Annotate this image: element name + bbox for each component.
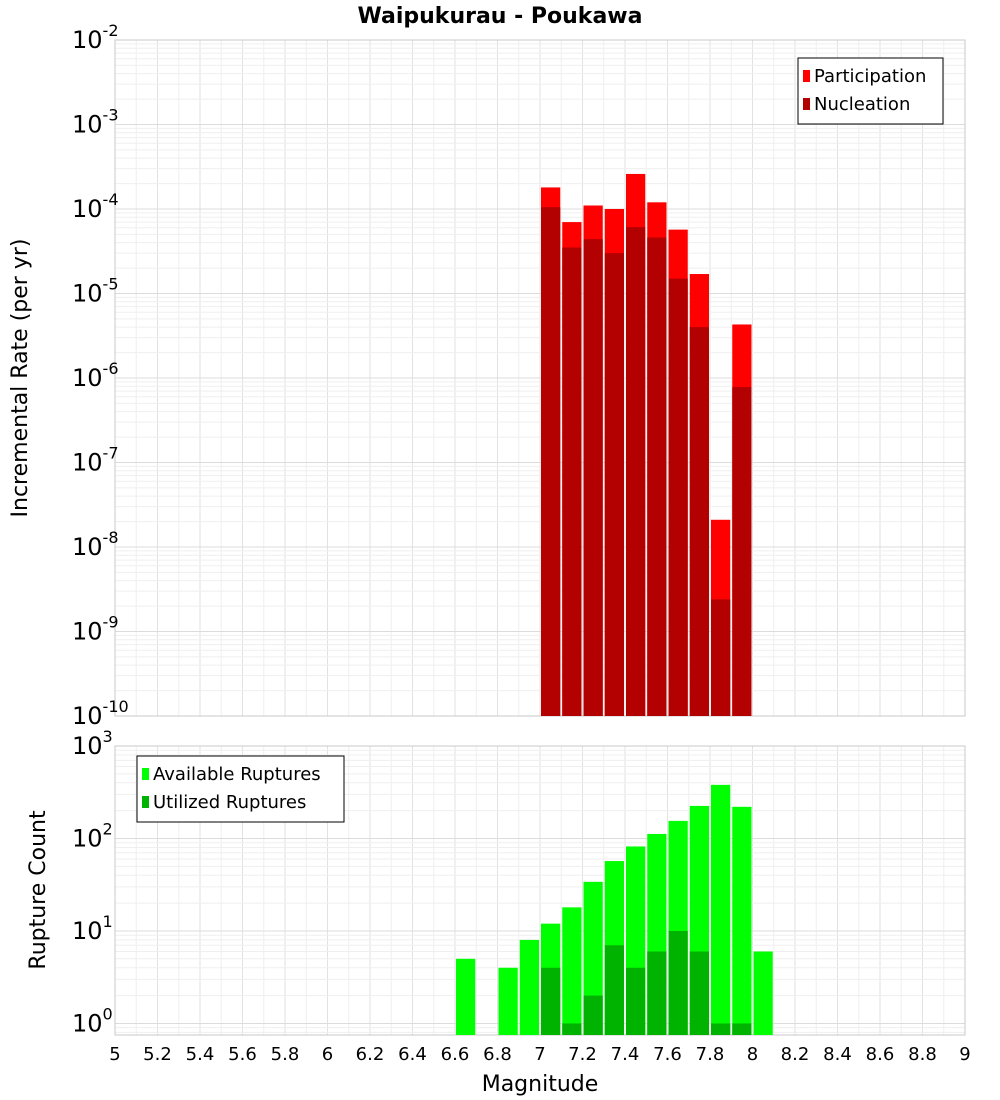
count-y-axis-label: Rupture Count — [26, 810, 51, 970]
x-tick-label: 9 — [959, 1044, 970, 1065]
legend-swatch — [803, 70, 810, 82]
x-tick-label: 5.8 — [271, 1044, 300, 1065]
legend-swatch — [803, 98, 810, 110]
undefined-bar-nucleation — [647, 237, 667, 717]
chart-title: Waipukurau - Poukawa — [358, 4, 643, 29]
legend-label: Nucleation — [814, 94, 910, 115]
y-tick-label: 10-4 — [72, 190, 119, 223]
x-tick-label: 5.6 — [228, 1044, 257, 1065]
y-tick-label: 10-8 — [72, 528, 119, 561]
count-bars — [456, 784, 773, 1035]
x-tick-label: 8.8 — [908, 1044, 937, 1065]
y-tick-label: 10-7 — [72, 444, 119, 477]
count-y-ticks: 100 101 102 103 — [72, 727, 113, 1037]
y-tick-label: 102 — [72, 819, 113, 852]
x-tick-label: 8.2 — [781, 1044, 810, 1065]
x-tick-label: 6 — [322, 1044, 333, 1065]
undefined-bar-nucleation — [732, 387, 752, 716]
undefined-bar-utilized-ruptures — [583, 995, 603, 1035]
legend-label: Utilized Ruptures — [153, 792, 306, 813]
undefined-bar-nucleation — [689, 327, 709, 716]
undefined-bar-available-ruptures — [498, 967, 518, 1035]
undefined-bar-nucleation — [583, 239, 603, 717]
undefined-bar-utilized-ruptures — [562, 1023, 582, 1035]
y-tick-label: 10-5 — [72, 275, 119, 308]
undefined-bar-available-ruptures — [732, 806, 752, 1035]
undefined-bar-available-ruptures — [562, 907, 582, 1035]
y-tick-label: 10-2 — [72, 21, 119, 54]
count-legend: Available Ruptures Utilized Ruptures — [136, 755, 345, 823]
x-tick-label: 8.6 — [866, 1044, 895, 1065]
x-tick-label: 6.6 — [441, 1044, 470, 1065]
undefined-bar-nucleation — [604, 253, 624, 716]
y-tick-label: 10-6 — [72, 359, 119, 392]
x-tick-label: 6.2 — [356, 1044, 385, 1065]
x-ticks: 5 5.2 5.4 5.6 5.8 6 6.2 6.4 6.6 6.8 7 7.2 7.4 7.6 7.8 8… — [109, 1044, 970, 1065]
rate-y-axis-label: Incremental Rate (per yr) — [8, 239, 33, 518]
legend-box — [797, 57, 944, 125]
x-tick-label: 7.8 — [696, 1044, 725, 1065]
x-tick-label: 6.8 — [483, 1044, 512, 1065]
undefined-bar-utilized-ruptures — [626, 967, 646, 1035]
x-tick-label: 8.4 — [823, 1044, 852, 1065]
undefined-bar-available-ruptures — [456, 958, 476, 1035]
undefined-bar-nucleation — [626, 227, 646, 716]
undefined-bar-utilized-ruptures — [732, 1023, 752, 1035]
y-tick-label: 10-3 — [72, 106, 119, 139]
x-tick-label: 5.2 — [143, 1044, 172, 1065]
undefined-bar-nucleation — [562, 247, 582, 716]
x-tick-label: 5 — [109, 1044, 120, 1065]
x-tick-label: 6.4 — [398, 1044, 427, 1065]
undefined-bar-utilized-ruptures — [668, 930, 688, 1035]
x-tick-label: 7.2 — [568, 1044, 597, 1065]
legend-swatch — [142, 796, 149, 808]
y-tick-label: 100 — [72, 1004, 113, 1037]
legend-label: Available Ruptures — [153, 764, 321, 785]
x-tick-label: 5.4 — [186, 1044, 215, 1065]
y-tick-label: 101 — [72, 912, 113, 945]
rate-legend: Participation Nucleation — [797, 57, 944, 125]
rate-panel-grid — [114, 40, 966, 717]
legend-box — [136, 755, 345, 823]
rate-plot-area — [114, 39, 966, 717]
undefined-bar-utilized-ruptures — [604, 945, 624, 1035]
x-axis-label: Magnitude — [482, 1072, 599, 1097]
undefined-bar-available-ruptures — [711, 784, 731, 1035]
y-tick-label: 10-10 — [72, 697, 129, 730]
x-tick-label: 7.6 — [653, 1044, 682, 1065]
undefined-bar-utilized-ruptures — [689, 951, 709, 1035]
x-tick-label: 8 — [747, 1044, 758, 1065]
undefined-bar-utilized-ruptures — [647, 951, 667, 1035]
count-panel-grid — [114, 746, 966, 1035]
rate-y-ticks: 10-10 10-9 10-8 10-7 10-6 10-5 10-4 10-3 10-2 — [72, 21, 129, 730]
x-tick-label: 7 — [534, 1044, 545, 1065]
y-tick-label: 10-9 — [72, 613, 119, 646]
rate-bars — [541, 173, 752, 717]
undefined-bar-utilized-ruptures — [541, 967, 561, 1035]
count-plot-area — [114, 745, 966, 1036]
legend-swatch — [142, 768, 149, 780]
undefined-bar-available-ruptures — [519, 939, 539, 1035]
undefined-bar-nucleation — [541, 207, 561, 716]
undefined-bar-nucleation — [711, 599, 731, 716]
y-tick-label: 103 — [72, 727, 113, 760]
undefined-bar-nucleation — [668, 278, 688, 716]
legend-label: Participation — [814, 66, 926, 87]
x-tick-label: 7.4 — [611, 1044, 640, 1065]
undefined-bar-utilized-ruptures — [711, 1023, 731, 1035]
undefined-bar-available-ruptures — [753, 951, 773, 1035]
